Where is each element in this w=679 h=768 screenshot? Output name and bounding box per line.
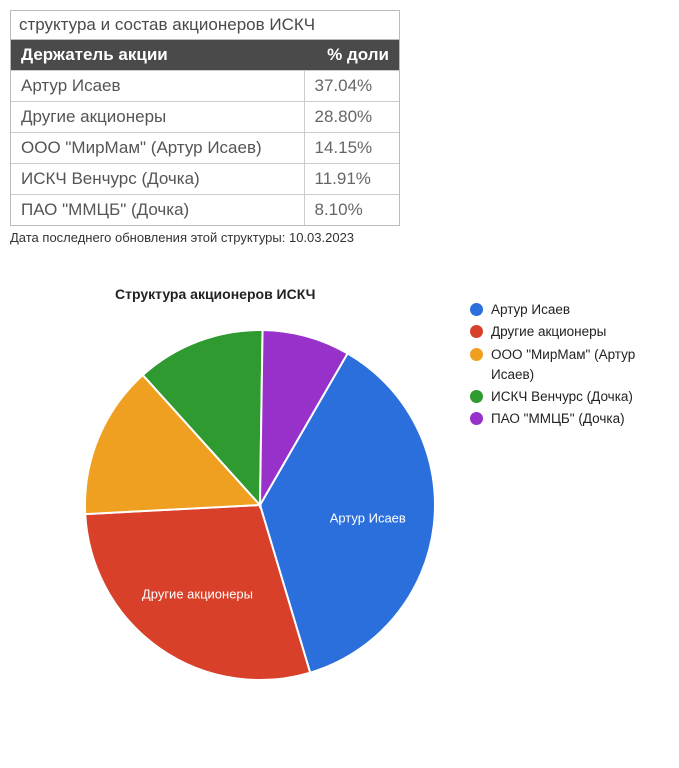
legend-item: ООО "МирМам" (Артур Исаев) [470,345,670,386]
cell-holder: Другие акционеры [11,102,304,133]
table-row: ПАО "ММЦБ" (Дочка)8.10% [11,195,399,226]
shareholder-table: структура и состав акционеров ИСКЧ Держа… [10,10,400,226]
cell-percent: 8.10% [304,195,399,226]
legend-swatch [470,390,483,403]
col-holder: Держатель акции [11,40,304,71]
table-row: Другие акционеры28.80% [11,102,399,133]
legend-label: ООО "МирМам" (Артур Исаев) [491,345,670,386]
legend-label: ИСКЧ Венчурс (Дочка) [491,387,633,407]
legend: Артур ИсаевДругие акционеры ООО "МирМам" … [470,300,670,432]
legend-label: ПАО "ММЦБ" (Дочка) [491,409,625,429]
table-row: ООО "МирМам" (Артур Исаев)14.15% [11,133,399,164]
legend-swatch [470,303,483,316]
legend-item: Другие акционеры [470,322,670,342]
cell-holder: ИСКЧ Венчурс (Дочка) [11,164,304,195]
table-row: Артур Исаев37.04% [11,71,399,102]
legend-item: Артур Исаев [470,300,670,320]
cell-holder: ООО "МирМам" (Артур Исаев) [11,133,304,164]
table-header-row: Держатель акции % доли [11,40,399,71]
legend-label: Другие акционеры [491,322,606,342]
cell-percent: 37.04% [304,71,399,102]
legend-label: Артур Исаев [491,300,570,320]
legend-item: ИСКЧ Венчурс (Дочка) [470,387,670,407]
table: Держатель акции % доли Артур Исаев37.04%… [11,40,399,225]
cell-percent: 28.80% [304,102,399,133]
pie-chart [70,315,450,695]
chart-title: Структура акционеров ИСКЧ [115,286,315,302]
legend-swatch [470,412,483,425]
cell-holder: Артур Исаев [11,71,304,102]
table-row: ИСКЧ Венчурс (Дочка)11.91% [11,164,399,195]
pie-chart-area: Структура акционеров ИСКЧ Артур ИсаевДру… [10,280,670,700]
legend-swatch [470,348,483,361]
cell-percent: 11.91% [304,164,399,195]
update-note: Дата последнего обновления этой структур… [10,230,669,245]
col-percent: % доли [304,40,399,71]
cell-holder: ПАО "ММЦБ" (Дочка) [11,195,304,226]
table-title: структура и состав акционеров ИСКЧ [11,11,399,40]
legend-swatch [470,325,483,338]
legend-item: ПАО "ММЦБ" (Дочка) [470,409,670,429]
cell-percent: 14.15% [304,133,399,164]
